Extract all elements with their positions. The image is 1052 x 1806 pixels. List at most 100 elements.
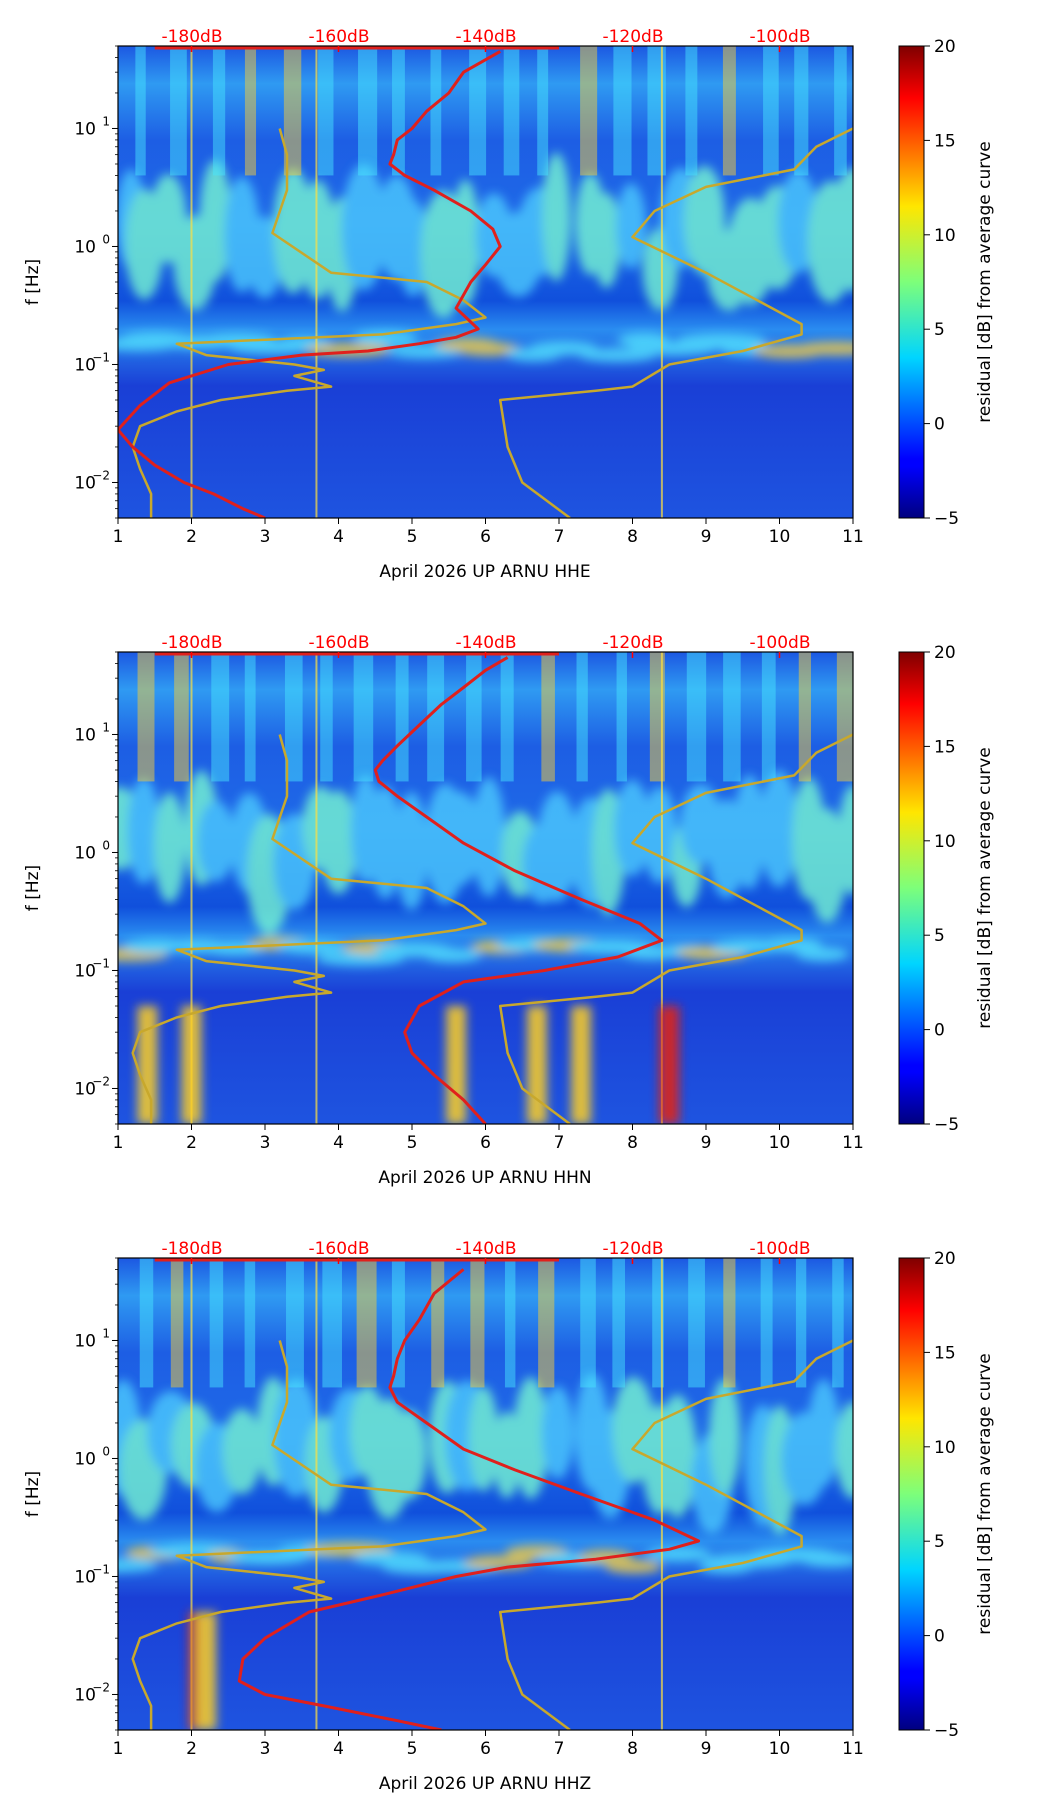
spectrogram-patch xyxy=(835,1401,853,1499)
microseism-patch xyxy=(796,947,849,962)
day-band xyxy=(427,652,445,782)
day-band xyxy=(244,1258,256,1388)
top-axis-label: -160dB xyxy=(308,633,369,653)
day-band xyxy=(616,652,627,782)
day-band xyxy=(395,652,409,782)
top-axis-label: -140dB xyxy=(455,27,516,47)
day-band xyxy=(358,46,378,176)
y-axis-label: f [Hz] xyxy=(23,1471,43,1517)
day-band xyxy=(466,652,482,782)
x-tick-label: 9 xyxy=(701,1133,712,1153)
spectrogram-patch xyxy=(807,808,847,923)
x-tick-label: 9 xyxy=(701,1739,712,1759)
x-tick-label: 8 xyxy=(627,1133,638,1153)
y-tick-label: 10 xyxy=(74,1331,96,1351)
top-axis-label: -180dB xyxy=(161,633,222,653)
colorbar xyxy=(898,45,925,519)
day-band xyxy=(283,46,302,176)
spectrogram-texture xyxy=(118,152,853,362)
spectrogram-patch xyxy=(542,152,571,282)
low-frequency-noise xyxy=(188,1612,217,1730)
x-tick-label: 5 xyxy=(407,527,418,547)
day-band xyxy=(834,46,847,176)
y-tick-exponent: 0 xyxy=(102,232,110,246)
x-tick-label: 3 xyxy=(260,1739,271,1759)
y-tick-label: 10 xyxy=(74,355,96,375)
y-tick-label: 10 xyxy=(74,1567,96,1587)
colorbar-tick-label: 10 xyxy=(934,226,956,246)
day-band xyxy=(137,652,155,782)
day-band xyxy=(170,46,187,176)
y-tick-exponent: 1 xyxy=(102,114,110,128)
colorbar-tick-label: 10 xyxy=(934,1438,956,1458)
spectrogram-patch xyxy=(616,183,646,269)
y-tick-label: 10 xyxy=(74,1449,96,1469)
spectrogram-patch xyxy=(733,774,766,890)
x-tick-label: 1 xyxy=(113,1739,124,1759)
day-band xyxy=(135,46,146,176)
day-band xyxy=(320,652,333,782)
x-tick-label: 1 xyxy=(113,1133,124,1153)
x-tick-label: 9 xyxy=(701,527,712,547)
spectrogram-patch xyxy=(657,1394,697,1518)
microseism-patch xyxy=(801,1552,853,1567)
spectrogram-patch xyxy=(472,777,506,897)
day-band xyxy=(170,1258,184,1388)
day-band xyxy=(763,46,779,176)
x-tick-label: 2 xyxy=(186,527,197,547)
max-level-line xyxy=(498,127,853,518)
day-band xyxy=(211,652,230,782)
colorbar-tick-label: −5 xyxy=(934,1721,959,1741)
microseism-patch xyxy=(424,948,482,963)
colorbar xyxy=(898,1257,925,1731)
x-tick-label: 6 xyxy=(480,527,491,547)
spectrogram-patch xyxy=(197,800,235,882)
colorbar-tick-label: 15 xyxy=(934,737,956,757)
day-band xyxy=(391,1258,405,1388)
spectrogram-patch xyxy=(709,1378,741,1496)
x-tick-label: 4 xyxy=(333,527,344,547)
y-tick-exponent: −1 xyxy=(92,350,110,364)
x-tick-label: 11 xyxy=(842,1739,864,1759)
spectrogram-patch xyxy=(395,791,428,911)
day-band xyxy=(322,1258,342,1388)
y-tick-exponent: −2 xyxy=(92,468,110,482)
day-band xyxy=(686,652,707,782)
spectrogram-patch xyxy=(153,792,186,904)
day-band xyxy=(685,46,698,176)
colorbar-tick-label: 0 xyxy=(934,415,945,435)
panel-hhe: -180dB -160dB -140dB -120dB -100dB 1 2 3 4 5… xyxy=(23,27,995,582)
microseism-patch xyxy=(455,342,521,357)
x-tick-label: 2 xyxy=(186,1739,197,1759)
microseism-patch xyxy=(118,1558,158,1573)
top-axis-label: -140dB xyxy=(455,1239,516,1259)
colorbar-label: residual [dB] from average curve xyxy=(975,141,995,422)
day-band xyxy=(723,652,741,782)
x-tick-label: 3 xyxy=(260,1133,271,1153)
high-frequency-bands xyxy=(135,46,847,176)
x-tick-label: 2 xyxy=(186,1133,197,1153)
colorbar-label: residual [dB] from average curve xyxy=(975,1353,995,1634)
x-tick-label: 7 xyxy=(554,1133,565,1153)
lf-column xyxy=(181,1006,202,1124)
residual-curve-line xyxy=(118,50,502,518)
x-tick-label: 10 xyxy=(769,1739,791,1759)
x-tick-label: 1 xyxy=(113,527,124,547)
y-axis-label: f [Hz] xyxy=(23,865,43,911)
residual-curve-line xyxy=(373,656,664,1124)
high-frequency-bands xyxy=(137,652,853,782)
day-band xyxy=(430,46,442,176)
y-tick-exponent: −2 xyxy=(92,1680,110,1694)
y-tick-label: 10 xyxy=(74,1079,96,1099)
y-tick-label: 10 xyxy=(74,473,96,493)
day-band xyxy=(722,46,736,176)
lf-column xyxy=(137,1006,158,1124)
colorbar-tick-label: 20 xyxy=(934,37,956,57)
day-band xyxy=(612,1258,626,1388)
colorbar-label: residual [dB] from average curve xyxy=(975,747,995,1028)
panel-hhz: -180dB -160dB -140dB -120dB -100dB 1 2 3 4 5… xyxy=(23,1239,995,1794)
y-tick-exponent: −1 xyxy=(92,1562,110,1576)
